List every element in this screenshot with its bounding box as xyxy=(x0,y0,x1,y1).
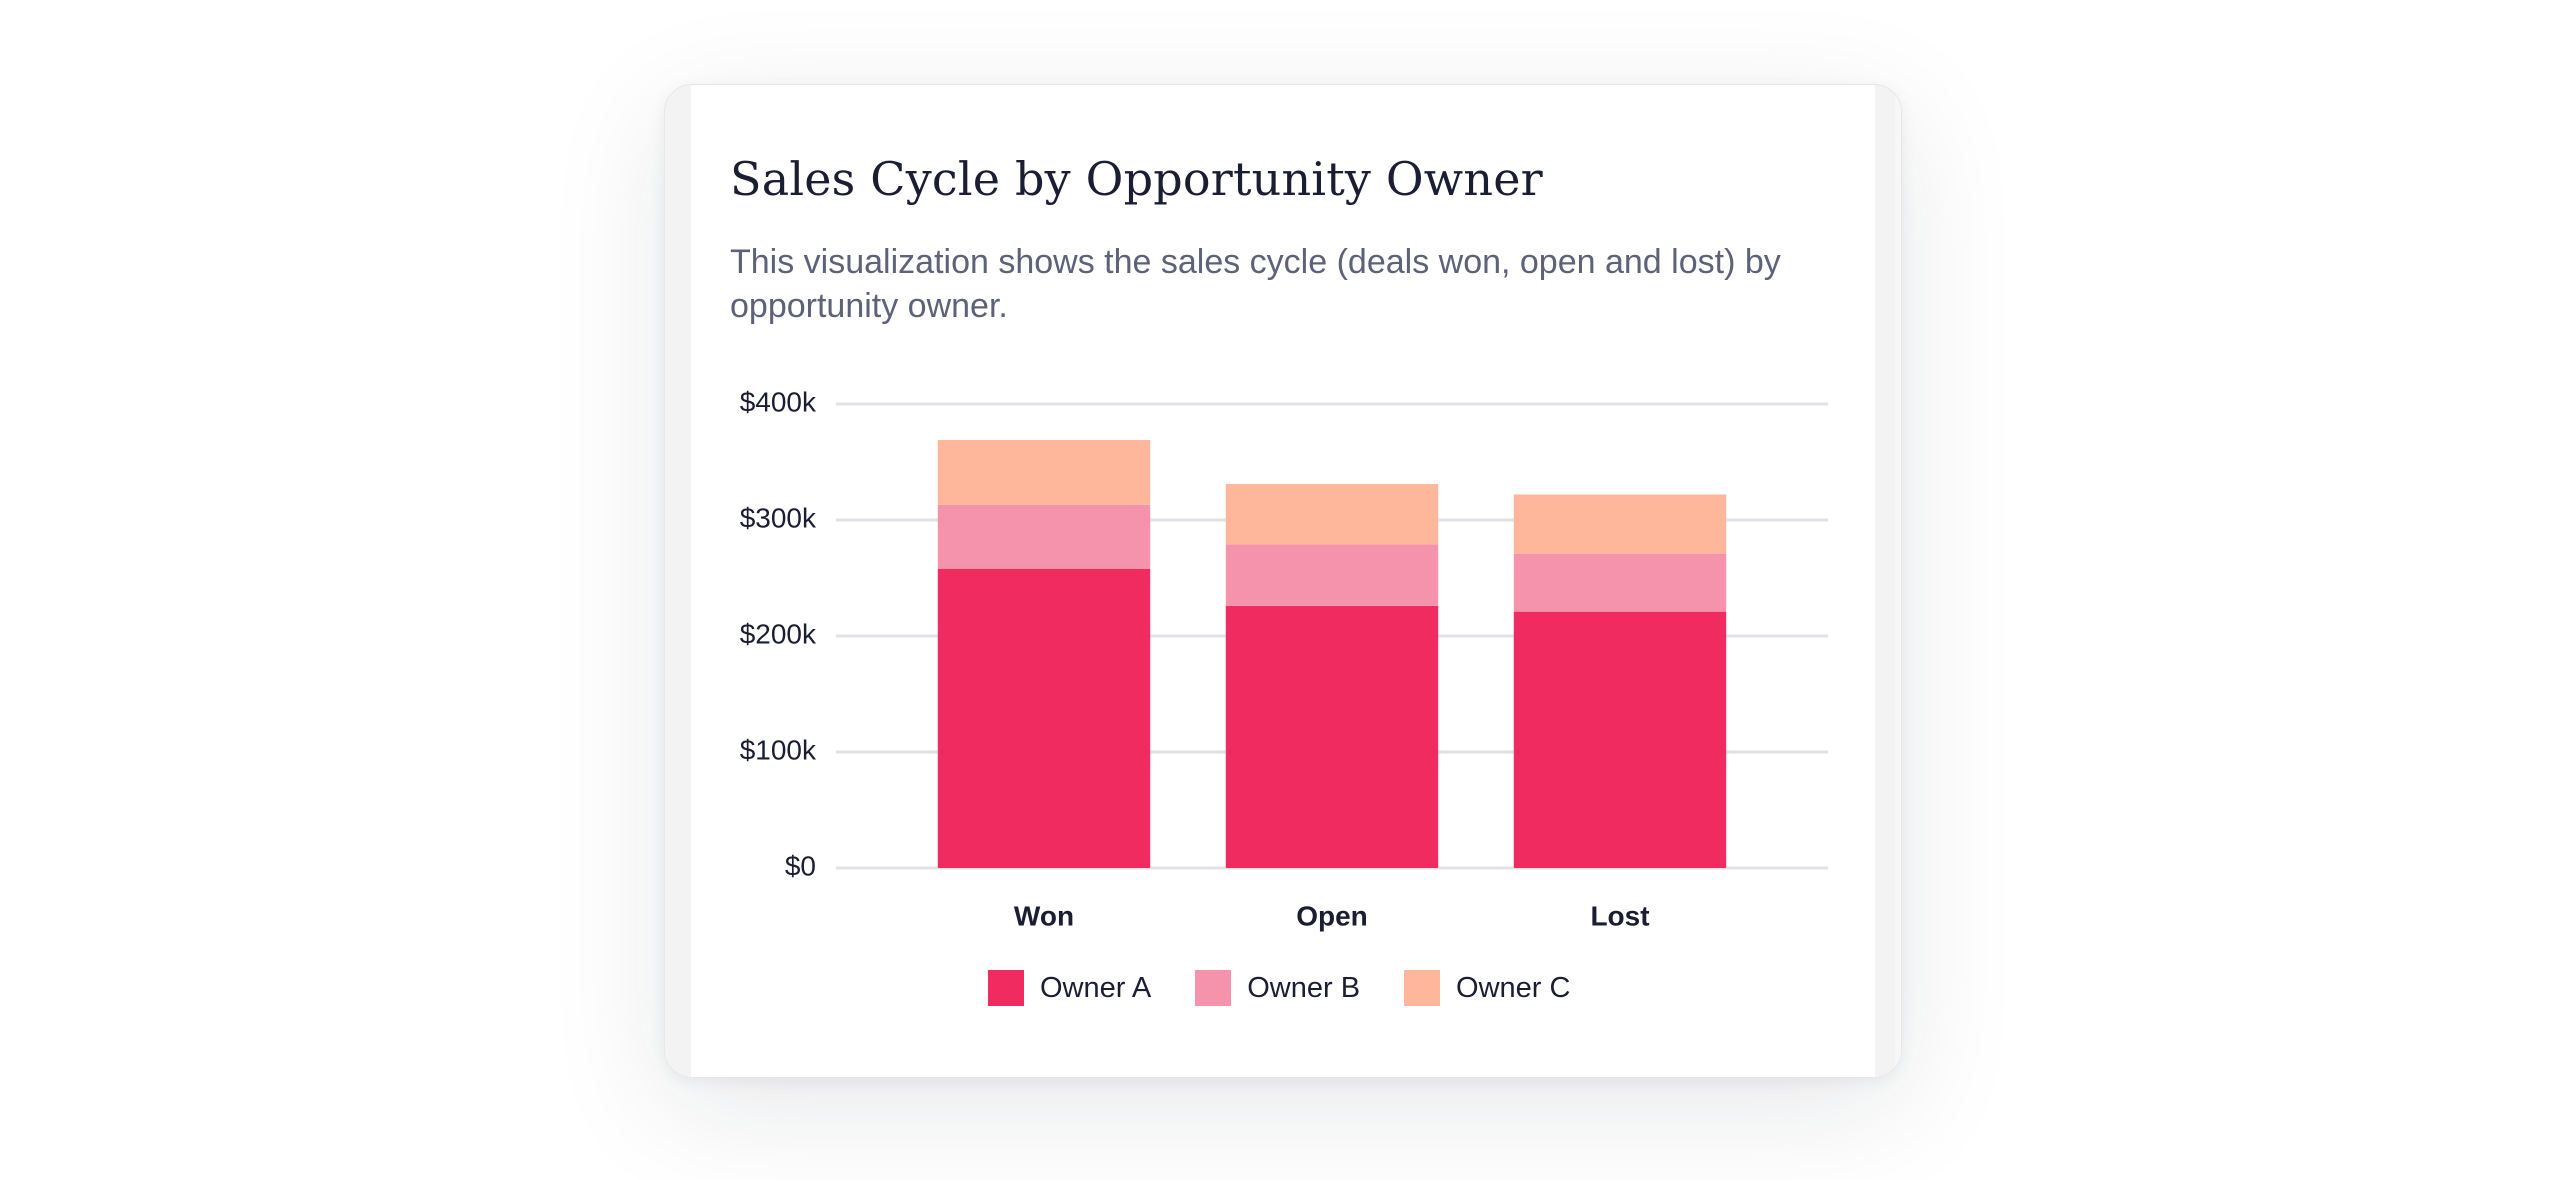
y-tick-label: $0 xyxy=(785,850,816,881)
bar-segment[interactable] xyxy=(1225,605,1439,868)
y-tick-label: $200k xyxy=(740,618,817,649)
chart-title: Sales Cycle by Opportunity Owner xyxy=(730,152,1543,206)
bar-segment[interactable] xyxy=(1225,544,1439,606)
legend-swatch xyxy=(1404,970,1441,1006)
x-tick-label: Open xyxy=(1296,900,1368,931)
chart-description: This visualization shows the sales cycle… xyxy=(730,243,1781,325)
legend-swatch xyxy=(988,970,1024,1006)
y-tick-label: $100k xyxy=(740,734,817,765)
legend-swatch xyxy=(1195,970,1232,1006)
chart-legend: Owner A Owner B Owner C xyxy=(988,968,1570,1008)
bar-segment[interactable] xyxy=(937,439,1151,505)
bars xyxy=(937,439,1727,868)
legend-item[interactable]: Owner A xyxy=(988,970,1151,1006)
x-axis-ticks: Won Open Lost xyxy=(1014,900,1650,931)
bar-segment[interactable] xyxy=(1513,494,1727,554)
y-tick-label: $400k xyxy=(740,386,817,417)
bar-segment[interactable] xyxy=(1225,484,1439,545)
bar-segment[interactable] xyxy=(937,568,1151,868)
legend-item[interactable]: Owner C xyxy=(1404,970,1570,1006)
legend-label: Owner A xyxy=(1040,971,1152,1004)
legend-label: Owner C xyxy=(1456,971,1571,1004)
legend-item[interactable]: Owner B xyxy=(1195,970,1360,1006)
y-tick-label: $300k xyxy=(740,502,817,533)
bar-segment[interactable] xyxy=(937,504,1151,569)
bar-segment[interactable] xyxy=(1513,611,1727,868)
y-axis-ticks: $0 $100k $200k $300k $400k xyxy=(740,386,817,881)
bar-segment[interactable] xyxy=(1513,553,1727,612)
legend-label: Owner B xyxy=(1247,971,1361,1004)
card-edge xyxy=(1895,85,1901,1077)
x-tick-label: Won xyxy=(1014,900,1074,931)
x-tick-label: Lost xyxy=(1590,900,1649,931)
